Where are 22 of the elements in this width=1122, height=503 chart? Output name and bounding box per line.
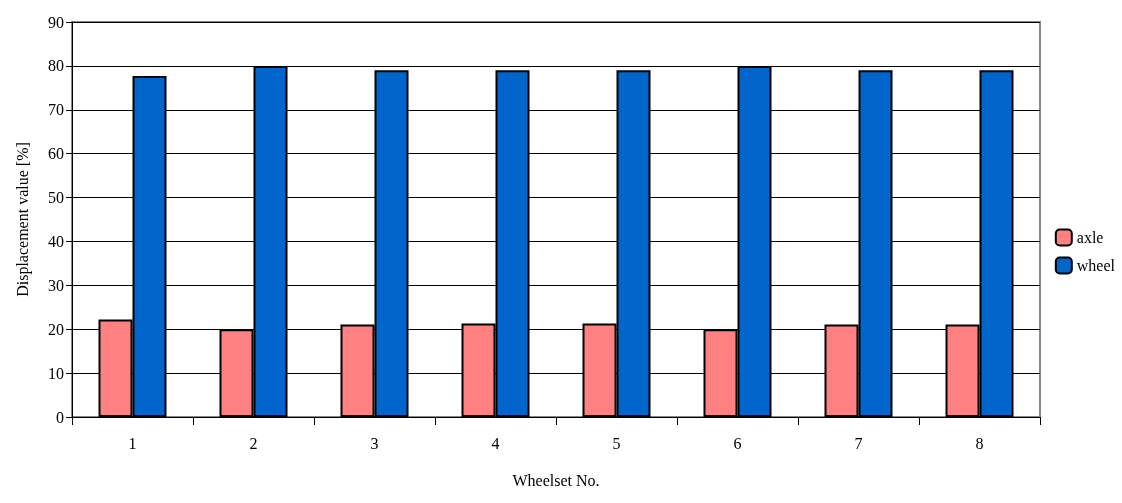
y-tick-label: 20 [48, 320, 64, 338]
y-tick-label: 70 [48, 101, 64, 119]
y-tick-label: 90 [48, 13, 64, 31]
y-tick-label: 50 [48, 189, 64, 207]
y-tick-label: 0 [56, 408, 64, 426]
y-tick-label: 80 [48, 57, 64, 75]
y-axis-title: Displacement value [%] [13, 142, 32, 297]
legend-label: axle [1076, 229, 1104, 246]
y-tick-label: 40 [48, 232, 64, 250]
x-tick-label: 5 [612, 434, 621, 452]
x-axis-title: Wheelset No. [512, 471, 600, 489]
y-tick-label: 10 [48, 364, 64, 382]
x-tick-label: 1 [128, 434, 137, 452]
y-tick-label: 60 [48, 145, 64, 163]
y-tick-label: 30 [48, 276, 64, 294]
x-tick-label: 7 [854, 434, 863, 452]
x-tick-label: 3 [370, 434, 379, 452]
x-tick-label: 8 [975, 434, 984, 452]
x-tick-label: 6 [733, 434, 742, 452]
x-tick-label: 2 [249, 434, 258, 452]
legend-label: wheel [1076, 257, 1116, 274]
x-tick-label: 4 [491, 434, 500, 452]
